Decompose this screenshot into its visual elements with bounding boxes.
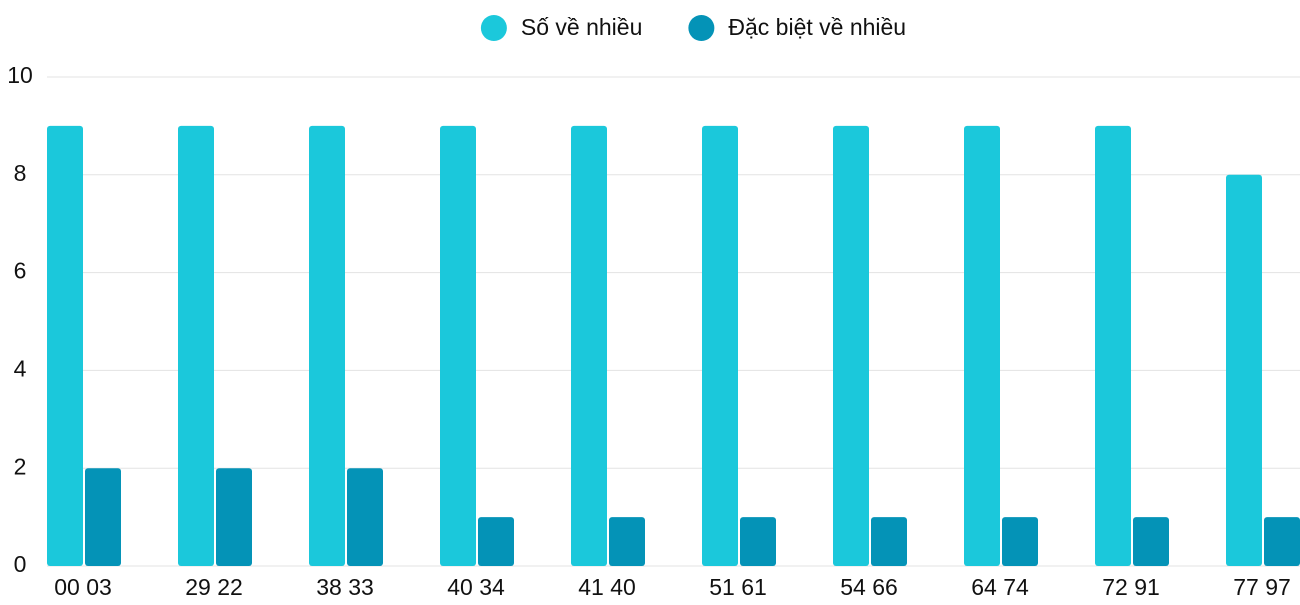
legend-swatch [480, 15, 507, 41]
x-tick-label: 38 33 [316, 574, 374, 600]
bar [1095, 125, 1131, 567]
bar [833, 125, 869, 567]
bar [964, 125, 1000, 567]
legend-label: Đặc biệt về nhiều [728, 14, 906, 40]
bar [47, 125, 83, 567]
bar [702, 125, 738, 567]
x-tick-label: 41 40 [578, 574, 636, 600]
bar [1133, 517, 1169, 566]
bar [178, 125, 214, 567]
y-tick-label: 10 [7, 62, 33, 88]
bar [1264, 517, 1300, 566]
bar [1002, 517, 1038, 566]
legend-swatch [688, 15, 715, 41]
bar [440, 125, 476, 567]
legend-label: Số về nhiều [521, 14, 642, 40]
bar [609, 517, 645, 566]
x-tick-label: 64 74 [971, 574, 1029, 600]
y-tick-label: 4 [14, 355, 27, 381]
bar [309, 125, 345, 567]
x-tick-label: 72 91 [1102, 574, 1160, 600]
bar [85, 468, 121, 566]
x-tick-label: 00 03 [54, 574, 112, 600]
x-tick-label: 54 66 [840, 574, 898, 600]
x-tick-label: 51 61 [709, 574, 767, 600]
bar [216, 468, 252, 566]
bar [478, 517, 514, 566]
y-tick-label: 6 [14, 258, 27, 284]
y-tick-label: 2 [14, 453, 27, 479]
legend-item: Đặc biệt về nhiều [688, 14, 906, 41]
bar [1226, 174, 1262, 567]
bar [740, 517, 776, 566]
x-tick-label: 77 97 [1233, 574, 1291, 600]
bar [871, 517, 907, 566]
legend-item: Số về nhiều [480, 14, 642, 41]
x-tick-label: 29 22 [185, 574, 243, 600]
y-tick-label: 8 [14, 160, 27, 186]
bar [347, 468, 383, 566]
bar [571, 125, 607, 567]
y-tick-label: 0 [14, 551, 27, 577]
x-tick-label: 40 34 [447, 574, 505, 600]
